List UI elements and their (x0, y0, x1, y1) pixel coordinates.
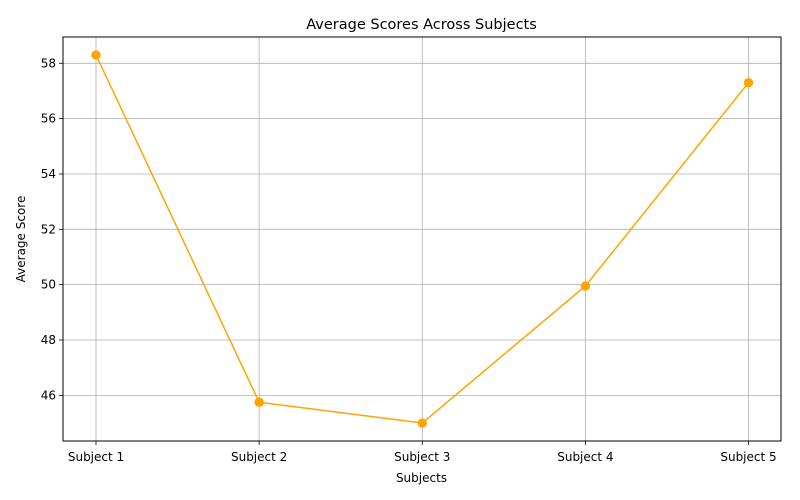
y-tick-label: 50 (41, 278, 56, 292)
axis-ticks: Subject 1 Subject 2 Subject 3 Subject 4 Subj… (41, 56, 777, 464)
chart-title: Average Scores Across Subjects (306, 17, 537, 33)
grid-lines (63, 37, 781, 441)
x-tick-label: Subject 4 (557, 450, 613, 464)
data-series (91, 50, 754, 428)
y-tick-label: 56 (41, 112, 56, 126)
y-tick-label: 54 (41, 167, 56, 181)
data-point (580, 281, 591, 291)
y-tick-label: 46 (41, 388, 56, 402)
y-tick-label: 58 (41, 56, 56, 70)
y-axis-label: Average Score (14, 196, 28, 283)
data-point (417, 418, 427, 428)
y-tick-label: 48 (41, 333, 56, 347)
data-point (743, 77, 754, 88)
x-tick-label: Subject 3 (394, 450, 450, 464)
y-tick-label: 52 (41, 222, 56, 236)
x-tick-label: Subject 1 (68, 450, 124, 464)
data-point (91, 50, 101, 60)
data-point (254, 397, 264, 407)
x-axis-label: Subjects (396, 471, 447, 485)
x-tick-label: Subject 5 (720, 450, 776, 464)
x-tick-label: Subject 2 (231, 450, 287, 464)
